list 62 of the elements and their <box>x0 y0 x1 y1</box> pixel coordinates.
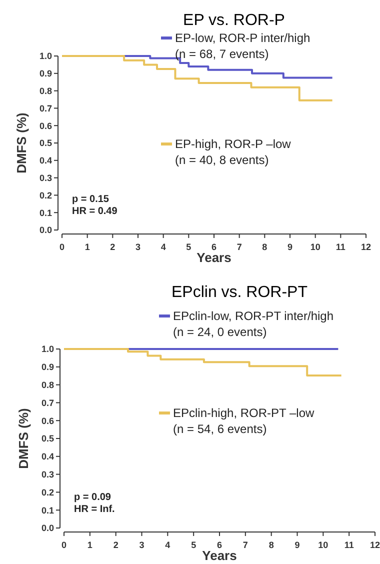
x-tick-label: 5 <box>186 242 192 252</box>
x-tick-label: 10 <box>318 540 328 550</box>
y-tick-label: 0.5 <box>41 434 54 444</box>
x-tick-label: 1 <box>87 540 92 550</box>
x-tick-label: 6 <box>211 242 217 252</box>
x-tick-label: 9 <box>287 242 293 252</box>
x-tick-label: 9 <box>294 540 300 550</box>
x-tick-label: 7 <box>236 242 242 252</box>
annotation: p = 0.09 <box>74 492 112 503</box>
y-tick-label: 0.0 <box>39 225 52 236</box>
y-tick-label: 0.0 <box>41 523 54 534</box>
legend-label: EPclin-high, ROR-PT –low (n = 54, 6 events) <box>173 406 314 436</box>
y-axis-title: DMFS (%) <box>16 408 31 469</box>
x-axis-title: Years <box>202 548 237 563</box>
y-tick-label: 0.8 <box>39 86 52 96</box>
x-tick-label: 1 <box>84 242 90 252</box>
x-tick-label: 0 <box>59 242 65 252</box>
x-tick-label: 8 <box>268 540 274 550</box>
y-tick-label: 0.3 <box>41 469 54 480</box>
y-tick-label: 0.4 <box>41 452 54 462</box>
annotation: HR = 0.49 <box>72 206 118 217</box>
chart-title: EPclin vs. ROR-PT <box>171 284 308 301</box>
x-tick-label: 11 <box>344 540 354 550</box>
y-tick-label: 0.7 <box>39 103 52 114</box>
x-tick-label: 6 <box>216 540 222 550</box>
chart-title: EP vs. ROR-P <box>183 12 285 29</box>
y-tick-label: 0.2 <box>39 190 52 200</box>
annotation: p = 0.15 <box>72 194 110 205</box>
legend-label: EP-high, ROR-P –low (n = 40, 8 events) <box>175 137 292 167</box>
y-tick-label: 0.3 <box>39 172 52 183</box>
y-tick-label: 0.6 <box>39 120 52 131</box>
y-tick-label: 1.0 <box>41 344 54 354</box>
x-tick-label: 12 <box>370 540 380 550</box>
x-tick-label: 5 <box>191 540 196 550</box>
x-tick-label: 4 <box>165 540 170 550</box>
y-tick-label: 0.2 <box>41 487 54 498</box>
legend-label: EP-low, ROR-P inter/high (n = 68, 7 events) <box>175 31 310 61</box>
x-tick-label: 11 <box>336 242 346 252</box>
annotation: HR = Inf. <box>74 504 116 515</box>
x-tick-label: 3 <box>139 540 144 550</box>
x-tick-label: 12 <box>360 242 372 252</box>
y-tick-label: 1.0 <box>39 51 52 62</box>
x-axis-title: Years <box>196 250 232 265</box>
legend-label: EPclin-low, ROR-PT inter/high (n = 24, 0 events) <box>173 309 334 339</box>
y-tick-label: 0.1 <box>41 505 54 516</box>
y-tick-label: 0.4 <box>39 156 52 166</box>
y-axis-title: DMFS (%) <box>14 112 29 174</box>
y-tick-label: 0.6 <box>41 416 54 426</box>
x-tick-label: 0 <box>61 540 67 550</box>
y-tick-label: 0.9 <box>41 362 54 372</box>
x-tick-label: 7 <box>242 540 248 550</box>
x-tick-label: 2 <box>110 242 116 252</box>
x-tick-label: 4 <box>160 242 166 252</box>
x-tick-label: 2 <box>113 540 118 550</box>
y-tick-label: 0.7 <box>41 398 54 408</box>
y-tick-label: 0.8 <box>41 380 54 390</box>
x-tick-label: 3 <box>135 242 141 252</box>
y-tick-label: 0.9 <box>39 68 52 79</box>
y-tick-label: 0.5 <box>39 138 52 148</box>
y-tick-label: 0.1 <box>39 208 52 218</box>
x-tick-label: 8 <box>262 242 268 252</box>
x-tick-label: 10 <box>310 242 320 252</box>
